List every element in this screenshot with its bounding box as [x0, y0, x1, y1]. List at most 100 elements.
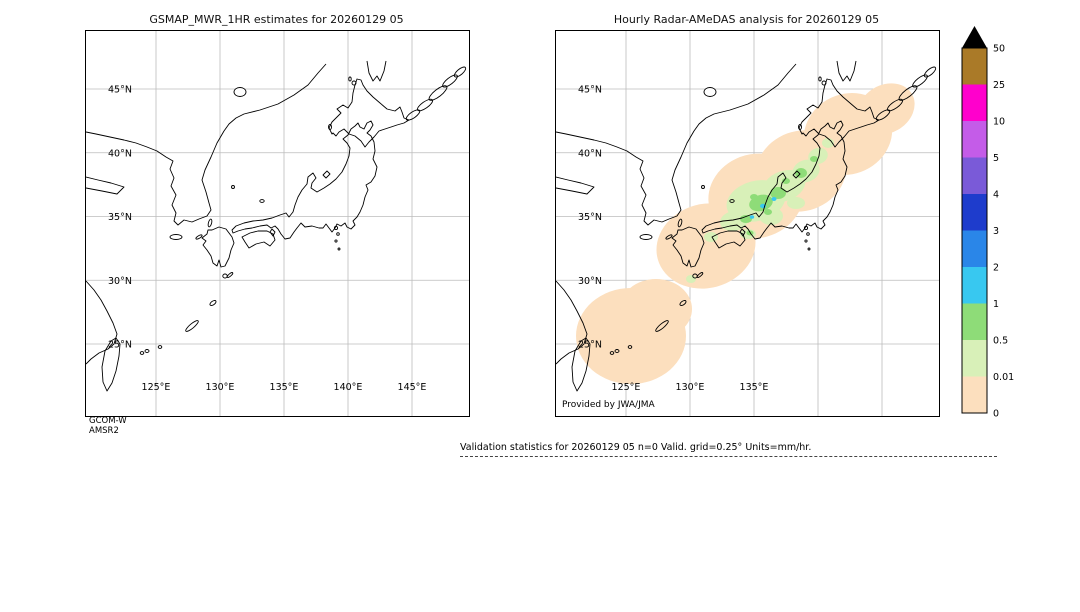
precip-blob-moderate	[795, 168, 807, 178]
coastline	[701, 120, 848, 240]
colorbar-segment	[962, 303, 987, 340]
coastline	[322, 170, 331, 179]
island-outline	[803, 225, 809, 231]
colorbar-tick-label: 4	[993, 190, 999, 201]
colorbar-segment	[962, 157, 987, 194]
island-outline	[169, 234, 183, 240]
coastline	[739, 228, 746, 237]
island-outline	[804, 239, 808, 243]
island-outline	[798, 124, 802, 130]
lat-tick-label: 45°N	[578, 85, 602, 96]
colorbar-segment	[962, 340, 987, 377]
island-outline	[923, 66, 937, 78]
island-outline	[665, 234, 673, 240]
precip-blob-heavy	[771, 197, 777, 201]
lon-tick-label: 135°E	[270, 382, 299, 393]
colorbar-outline	[961, 47, 988, 414]
island-outline	[337, 247, 341, 251]
island-outline	[614, 349, 620, 353]
gsmap-map: 45°N 40°N 35°N 30°N 25°N 125°E 130°E 135°E 140°E…	[86, 31, 469, 416]
island-outline	[231, 185, 235, 189]
island-outline	[226, 272, 234, 278]
colorbar-tick-label: 0.5	[993, 336, 1008, 347]
precip-blob-moderate	[782, 178, 790, 184]
colorbar-tick-label: 25	[993, 80, 1005, 91]
island-outline	[157, 345, 163, 349]
island-outline	[655, 320, 669, 332]
coastline	[86, 280, 118, 365]
colorbar-segment	[962, 230, 987, 267]
colorbar-tick-label: 10	[993, 117, 1005, 128]
coastline	[671, 226, 705, 268]
gsmap-credit: GCOM-W AMSR2	[89, 416, 127, 436]
precip-blob-moderate	[770, 187, 786, 199]
coastline	[711, 230, 746, 249]
colorbar-tick-label: 0	[993, 409, 999, 420]
lon-tick-label: 135°E	[740, 382, 769, 393]
radar-credit: Provided by JWA/JMA	[562, 400, 655, 410]
island-outline	[679, 300, 687, 306]
island-outline	[351, 80, 357, 86]
island-outline	[701, 185, 705, 189]
island-outline	[336, 232, 340, 236]
coastline	[86, 176, 125, 195]
coastline	[231, 120, 378, 240]
lon-tick-label: 130°E	[206, 382, 235, 393]
gsmap-panel-title: GSMAP_MWR_1HR estimates for 20260129 05	[149, 13, 404, 26]
island-outline	[195, 234, 203, 240]
island-outline	[207, 218, 213, 228]
island-outline	[333, 225, 339, 231]
island-outline	[627, 345, 633, 349]
precip-blob-trace	[620, 279, 692, 339]
lake-outline	[233, 87, 247, 97]
coastline	[241, 230, 276, 249]
coastline	[366, 60, 387, 82]
colorbar-segment	[962, 194, 987, 231]
precip-blob-light	[720, 210, 748, 232]
island-outline	[259, 199, 265, 203]
precip-blob-moderate	[810, 156, 818, 162]
island-outline	[677, 218, 683, 228]
lon-tick-label: 140°E	[334, 382, 363, 393]
island-outline	[729, 199, 735, 203]
lat-tick-label: 30°N	[108, 276, 132, 287]
lake-outline	[703, 87, 717, 97]
island-outline	[696, 272, 704, 278]
colorbar-tick-label: 0.01	[993, 372, 1014, 383]
colorbar-segment	[962, 267, 987, 304]
coastline	[556, 63, 797, 226]
coastline	[836, 60, 857, 82]
island-outline	[912, 74, 928, 88]
island-outline	[209, 300, 217, 306]
island-outline	[144, 349, 150, 353]
lat-tick-label: 40°N	[108, 148, 132, 159]
gsmap-credit-line2: AMSR2	[89, 426, 119, 436]
precip-blob-moderate	[764, 209, 772, 215]
island-outline	[328, 124, 332, 130]
colorbar-tick-label: 1	[993, 299, 999, 310]
colorbar-segment	[962, 376, 987, 413]
island-outline	[639, 234, 653, 240]
colorbar-segment	[962, 121, 987, 158]
validation-caption-text: Validation statistics for 20260129 05 n=…	[460, 442, 812, 453]
colorbar-tick-label: 3	[993, 226, 999, 237]
map-background	[86, 31, 469, 416]
lon-tick-label: 145°E	[398, 382, 427, 393]
colorbar-tick-label: 5	[993, 153, 999, 164]
coastline	[269, 228, 276, 237]
gsmap-map-panel: 45°N 40°N 35°N 30°N 25°N 125°E 130°E 135°E 140°E…	[85, 30, 470, 417]
island-outline	[334, 239, 338, 243]
colorbar-tick-label: 50	[993, 44, 1005, 55]
precip-blob-moderate	[750, 194, 758, 200]
precip-blob-moderate	[740, 215, 752, 223]
gsmap-credit-line1: GCOM-W	[89, 416, 127, 426]
radar-map: 45°N 40°N 35°N 30°N 25°N 125°E 130°E 135°E	[556, 31, 939, 416]
island-outline	[442, 74, 458, 88]
colorbar: 50 25 10 5 4 3 2 1 0.5 0.01 0	[961, 26, 1014, 420]
coastline	[101, 337, 121, 392]
lat-tick-label: 25°N	[108, 340, 132, 351]
coastline	[328, 78, 410, 148]
coastline	[798, 78, 880, 148]
colorbar-tick-label: 2	[993, 263, 999, 274]
